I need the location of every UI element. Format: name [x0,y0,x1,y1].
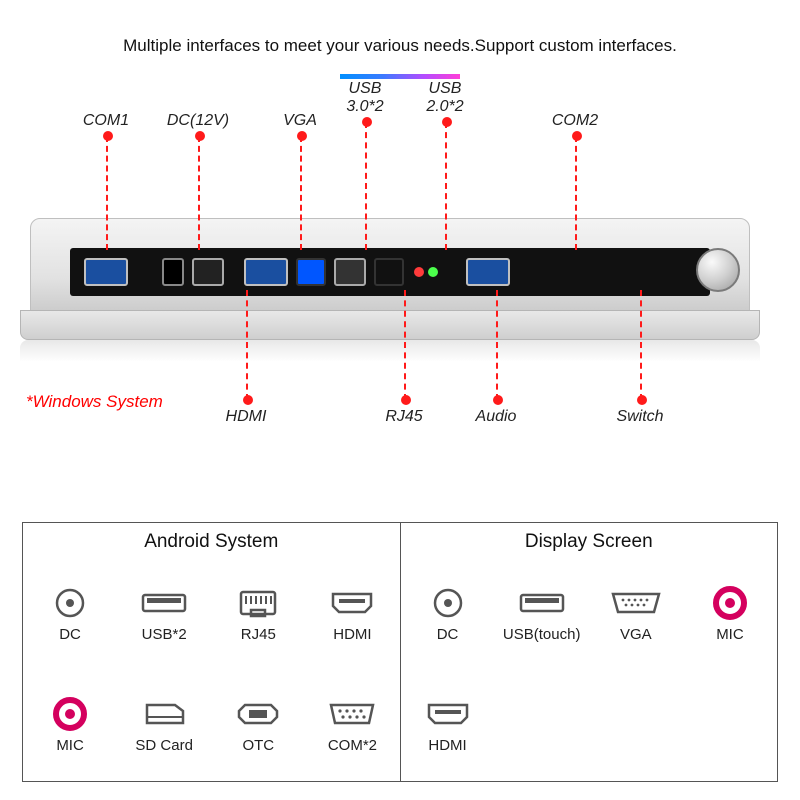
leader-dot-usb3 [362,117,372,127]
callout-usb3: USB 3.0*2 [320,80,410,116]
grid-cell-label: HDMI [428,737,466,754]
port-usb30 [296,258,326,286]
grid-cell-usb-touch-: USB(touch) [503,586,581,643]
port-dc [162,258,184,286]
grid-cell-label: OTC [242,737,274,754]
leader-dot-audio [493,395,503,405]
port-audio [412,258,442,286]
leader-dot-com2 [572,131,582,141]
grid-col-display: Display Screen DC USB(touch) VGA MIC HDMI [400,523,778,781]
grid-head-android: Android System [23,523,400,559]
grid-cell-usb-2: USB*2 [137,586,191,643]
device-port-strip [70,248,710,296]
leader-usb2 [445,122,447,250]
callout-usb2: USB 2.0*2 [400,80,490,116]
leader-dot-vga [297,131,307,141]
windows-system-note: *Windows System [26,392,163,412]
leader-dot-switch [637,395,647,405]
headline-text: Multiple interfaces to meet your various… [0,36,800,56]
leader-hdmi [246,290,248,400]
port-com1 [84,258,128,286]
leader-dot-com1 [103,131,113,141]
grid-cell-label: SD Card [135,737,193,754]
grid-cell-mic: MIC [43,697,97,754]
rj45-icon [231,586,285,620]
grid-cell-com-2: COM*2 [325,697,379,754]
callout-rj45: RJ45 [359,408,449,426]
hdmi-icon [421,697,475,731]
port-hdmi [192,258,224,286]
usb-icon [137,586,191,620]
device-reflection [20,340,760,362]
mic-icon [43,697,97,731]
port-usb20 [374,258,404,286]
leader-dot-dc [195,131,205,141]
sd-icon [137,697,191,731]
grid-cell-label: HDMI [333,626,371,643]
grid-cell-hdmi: HDMI [325,586,379,643]
grid-cell-otc: OTC [231,697,285,754]
leader-dc [198,136,200,250]
grid-body-android: DC USB*2 RJ45 HDMI MIC SD Card OTC COM*2 [23,559,400,781]
callout-com1: COM1 [61,112,151,130]
vga-icon [609,586,663,620]
callout-com2: COM2 [530,112,620,130]
leader-dot-hdmi [243,395,253,405]
leader-com1 [106,136,108,250]
com-icon [325,697,379,731]
usb-icon [515,586,569,620]
leader-dot-usb2 [442,117,452,127]
port-vga [244,258,288,286]
leader-usb3 [365,122,367,250]
grid-cell-label: MIC [716,626,744,643]
leader-com2 [575,136,577,250]
hdmi-icon [325,586,379,620]
port-rj45 [334,258,366,286]
grid-cell-label: COM*2 [328,737,377,754]
port-com2 [466,258,510,286]
grid-cell-label: USB(touch) [503,626,581,643]
grid-cell-label: RJ45 [241,626,276,643]
grid-cell-mic: MIC [703,586,757,643]
callout-hdmi: HDMI [201,408,291,426]
grid-cell-hdmi: HDMI [421,697,475,754]
callout-audio: Audio [451,408,541,426]
grid-cell-rj45: RJ45 [231,586,285,643]
leader-audio [496,290,498,400]
grid-cell-label: DC [437,626,459,643]
leader-switch [640,290,642,400]
dc-icon [43,586,97,620]
grid-head-display: Display Screen [401,523,778,559]
power-switch [696,248,740,292]
grid-cell-label: VGA [620,626,652,643]
interface-grid: Android System DC USB*2 RJ45 HDMI MIC SD Card… [22,522,778,782]
grid-cell-label: MIC [56,737,84,754]
grid-cell-label: DC [59,626,81,643]
otc-icon [231,697,285,731]
grid-body-display: DC USB(touch) VGA MIC HDMI [401,559,778,781]
grid-cell-sd-card: SD Card [135,697,193,754]
grid-cell-vga: VGA [609,586,663,643]
leader-dot-rj45 [401,395,411,405]
accent-gradient-bar [340,74,460,79]
mic-icon [703,586,757,620]
grid-cell-dc: DC [43,586,97,643]
grid-cell-label: USB*2 [142,626,187,643]
device-chassis-front [20,310,760,340]
device-diagram: COM1DC(12V)VGAUSB 3.0*2USB 2.0*2COM2HDMI… [0,100,800,430]
dc-icon [421,586,475,620]
leader-rj45 [404,290,406,400]
grid-col-android: Android System DC USB*2 RJ45 HDMI MIC SD Card… [23,523,400,781]
callout-dc: DC(12V) [153,112,243,130]
grid-cell-dc: DC [421,586,475,643]
leader-vga [300,136,302,250]
callout-switch: Switch [595,408,685,426]
